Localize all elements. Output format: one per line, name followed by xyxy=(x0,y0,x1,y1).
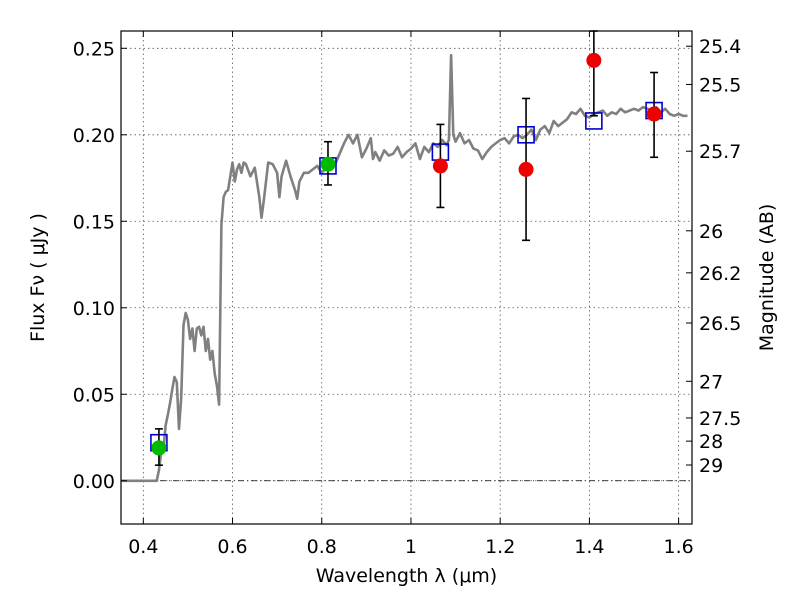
x-tick-label: 0.4 xyxy=(128,536,158,558)
grid-layer xyxy=(121,31,692,524)
observed-flux-point xyxy=(151,440,167,456)
y2-tick-label: 27 xyxy=(699,371,723,393)
plot-frame xyxy=(120,30,693,525)
x-tick-label: 1.2 xyxy=(485,536,515,558)
observed-flux-point xyxy=(432,158,448,174)
observed-flux-point xyxy=(586,52,602,68)
y2-axis-title: Magnitude (AB) xyxy=(756,204,778,352)
observed-flux-point xyxy=(646,106,662,122)
y2-tick-label: 27.5 xyxy=(699,408,741,430)
y2-tick-label: 28 xyxy=(699,431,723,453)
y2-tick-label: 26 xyxy=(699,221,723,243)
template-sed-layer xyxy=(121,53,688,483)
y-tick-label: 0.25 xyxy=(73,38,115,60)
y-axis-title: Flux Fν ( μJy ) xyxy=(27,213,49,342)
y-tick-label: 0.05 xyxy=(73,384,115,406)
y-tick-label: 0.10 xyxy=(73,298,115,320)
x-tick-label: 1.6 xyxy=(664,536,694,558)
y-tick-label: 0.20 xyxy=(73,125,115,147)
observed-flux-point xyxy=(518,161,534,177)
y-tick-label: 0.00 xyxy=(73,471,115,493)
x-axis-title: Wavelength λ (μm) xyxy=(316,565,497,587)
observed-flux-point xyxy=(320,156,336,172)
x-tick-label: 0.6 xyxy=(217,536,247,558)
y2-tick-label: 26.2 xyxy=(699,263,741,285)
y-tick-label: 0.15 xyxy=(73,211,115,233)
observed-points-layer xyxy=(151,30,662,466)
x-tick-label: 1.4 xyxy=(574,536,604,558)
tick-layer: 0.4 0.6 0.8 1 1.2 1.4 1.6 0.00 0.05 0.10 0.15 0.20 0… xyxy=(73,31,741,558)
y2-tick-label: 29 xyxy=(699,455,723,477)
y2-tick-label: 25.7 xyxy=(699,141,741,163)
y2-tick-label: 26.5 xyxy=(699,313,741,335)
template-sed-line xyxy=(121,53,688,483)
y2-tick-label: 25.5 xyxy=(699,74,741,96)
y2-tick-label: 25.4 xyxy=(699,36,741,58)
x-tick-label: 1 xyxy=(405,536,417,558)
x-tick-label: 0.8 xyxy=(307,536,337,558)
